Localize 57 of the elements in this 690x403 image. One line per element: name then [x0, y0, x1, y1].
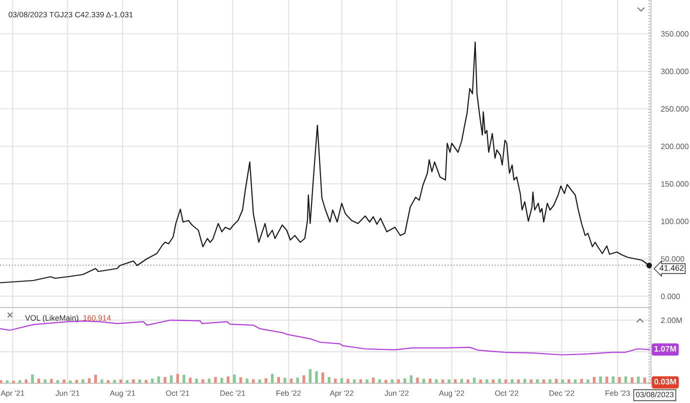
bar: [88, 378, 91, 384]
bar: [202, 379, 204, 384]
bar: [486, 379, 488, 384]
bar: [568, 379, 570, 384]
bar: [397, 379, 400, 384]
annotation: 0.03M: [654, 378, 676, 385]
bar: [308, 369, 312, 384]
bar: [510, 379, 514, 384]
bar: [530, 380, 532, 384]
bar: [0, 380, 2, 384]
bar: [630, 377, 634, 384]
bar: [580, 378, 583, 384]
bar: [182, 374, 186, 384]
bar: [94, 374, 97, 384]
bar: [334, 378, 337, 384]
bar: [359, 379, 362, 384]
bar: [233, 374, 236, 384]
bar: [82, 379, 84, 384]
bar: [517, 380, 520, 384]
bar: [548, 379, 552, 384]
bar: [164, 376, 166, 384]
bar: [479, 380, 482, 384]
bar: [599, 376, 602, 384]
bar: [296, 378, 299, 384]
bar: [214, 376, 217, 384]
bar: [284, 378, 286, 384]
bar: [378, 379, 381, 384]
bar: [498, 378, 501, 384]
bar: [618, 376, 621, 384]
bar: [113, 380, 116, 384]
bar: [454, 379, 457, 384]
bar: [605, 376, 608, 384]
bar: [637, 376, 640, 384]
bar: [346, 378, 350, 384]
bar: [340, 378, 344, 384]
bar: [366, 380, 368, 384]
bar: [144, 380, 148, 384]
bar: [428, 378, 432, 384]
bar: [435, 379, 438, 384]
bar: [416, 378, 419, 384]
bar: [403, 378, 406, 384]
bar: [44, 380, 46, 384]
bar: [195, 378, 198, 384]
bar: [448, 380, 450, 384]
bar: [132, 379, 135, 384]
bar: [536, 379, 539, 384]
bar: [321, 372, 324, 384]
bar: [264, 378, 268, 384]
bar: [31, 374, 34, 384]
bar: [315, 371, 318, 384]
bar: [384, 380, 388, 384]
ref-line-label: 41.462: [660, 265, 684, 271]
bar: [466, 380, 470, 384]
bar: [62, 380, 66, 384]
bar: [252, 379, 255, 384]
data-label: 1.07M: [654, 346, 676, 352]
bar: [246, 378, 248, 384]
